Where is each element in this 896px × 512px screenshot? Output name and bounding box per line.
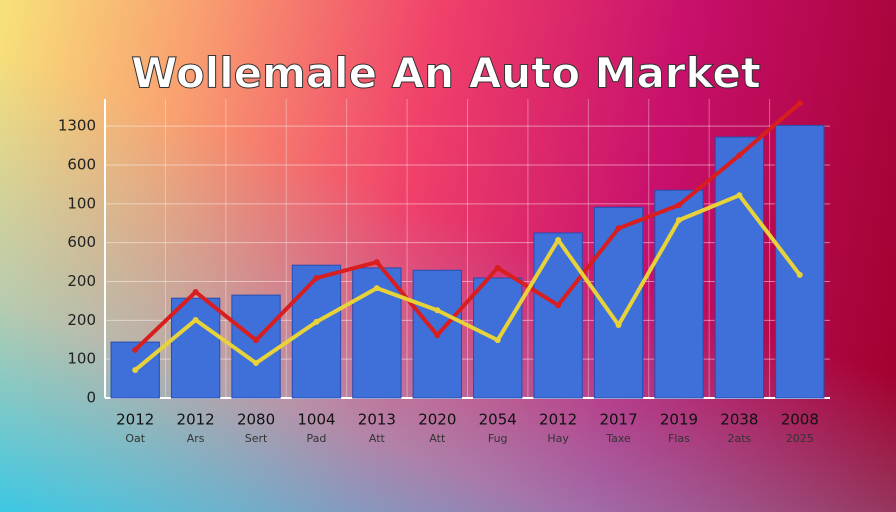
line-point [494,337,501,344]
line-point [796,271,803,278]
line-point [313,275,320,282]
x-tick-label: 2013 [358,411,396,429]
bar [593,206,644,399]
x-sub-label: Att [429,432,446,445]
y-tick-label: 600 [67,233,96,251]
x-sub-label: Hay [547,432,569,445]
line-point [736,192,743,199]
x-sub-label: Flas [668,432,690,445]
y-tick-label: 100 [67,350,96,368]
line-point [373,259,380,266]
line-point [313,318,320,325]
x-tick-label: 1004 [297,411,335,429]
x-sub-label: Pad [307,432,327,445]
bar [714,136,765,399]
line-point [434,307,441,314]
bar [170,297,221,399]
line-point [675,217,682,224]
y-tick-label: 600 [67,156,96,174]
line [133,101,802,352]
line-point [796,100,803,107]
y-tick-label: 200 [67,272,96,290]
x-sub-label: Ars [187,432,205,445]
bar [231,294,281,399]
y-tick-label: 1300 [58,117,96,135]
x-tick-label: 2054 [479,411,517,429]
line-point [192,316,199,323]
bar [654,189,704,399]
line-point [132,367,139,374]
bar [775,124,825,399]
x-sub-label: Taxe [605,432,631,445]
bar [533,232,583,399]
x-sub-label: 2ats [727,432,751,445]
x-sub-label: Oat [125,432,145,445]
line-point [615,225,622,232]
x-sub-label: Fug [488,432,508,445]
x-tick-label: 2012 [116,411,154,429]
line-point [373,285,380,292]
y-tick-label: 0 [86,389,96,407]
line-point [253,360,260,367]
chart-title: Wollemale An Auto Market [131,49,761,98]
x-sub-label: Sert [245,432,268,445]
x-tick-label: 2008 [781,411,819,429]
x-tick-label: 2012 [177,411,215,429]
x-tick-label: 2038 [720,411,758,429]
line-point [494,264,501,271]
line-point [192,288,199,295]
x-tick-label: 2019 [660,411,698,429]
x-tick-label: 2017 [599,411,637,429]
line-point [555,302,562,309]
x-tick-label: 2080 [237,411,275,429]
x-tick-label: 2020 [418,411,456,429]
line-point [253,337,260,344]
line-point [434,332,441,339]
y-tick-label: 200 [67,311,96,329]
x-sub-label: Att [369,432,386,445]
line-point [615,321,622,328]
line-point [675,202,682,209]
line-point [736,152,743,159]
line-point [132,346,139,353]
line [133,193,802,372]
x-tick-label: 2012 [539,411,577,429]
x-sub-label: 2025 [786,432,814,445]
line-point [555,236,562,243]
y-tick-label: 100 [67,194,96,212]
